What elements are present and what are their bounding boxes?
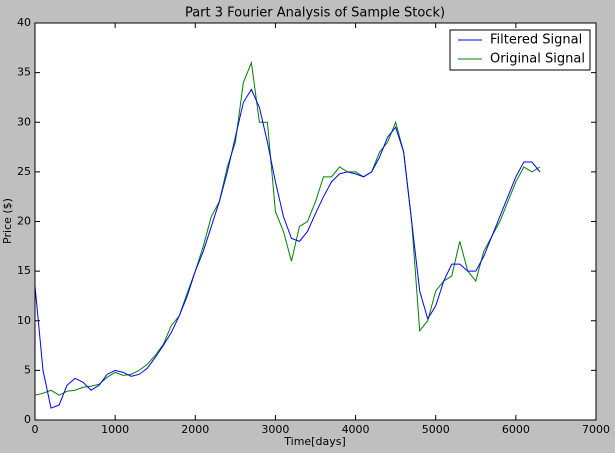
y-tick-label: 10 (17, 314, 31, 327)
y-tick-label: 0 (24, 413, 31, 426)
y-tick-label: 30 (17, 115, 31, 128)
y-tick-label: 15 (17, 264, 31, 277)
y-tick-label: 25 (17, 165, 31, 178)
y-tick-label: 35 (17, 66, 31, 79)
legend-label: Filtered Signal (490, 33, 582, 48)
y-tick-label: 40 (17, 16, 31, 29)
x-tick-label: 2000 (181, 423, 209, 436)
legend-label: Original Signal (490, 52, 585, 67)
x-tick-label: 3000 (261, 423, 289, 436)
plot-frame (34, 22, 597, 421)
y-tick-label: 5 (24, 363, 31, 376)
x-tick-label: 0 (32, 423, 39, 436)
x-tick-label: 7000 (582, 423, 610, 436)
x-axis-label: Time[days] (283, 435, 345, 448)
x-tick-label: 4000 (342, 423, 370, 436)
plot-area (35, 23, 596, 420)
chart-title: Part 3 Fourier Analysis of Sample Stock) (185, 6, 445, 21)
x-tick-label: 5000 (422, 423, 450, 436)
legend-box (449, 29, 591, 71)
x-tick-label: 6000 (502, 423, 530, 436)
y-tick-label: 20 (17, 215, 31, 228)
y-axis-label: Price ($) (1, 198, 14, 244)
x-tick-label: 1000 (101, 423, 129, 436)
data-line (34, 60, 541, 396)
data-line (34, 88, 541, 409)
